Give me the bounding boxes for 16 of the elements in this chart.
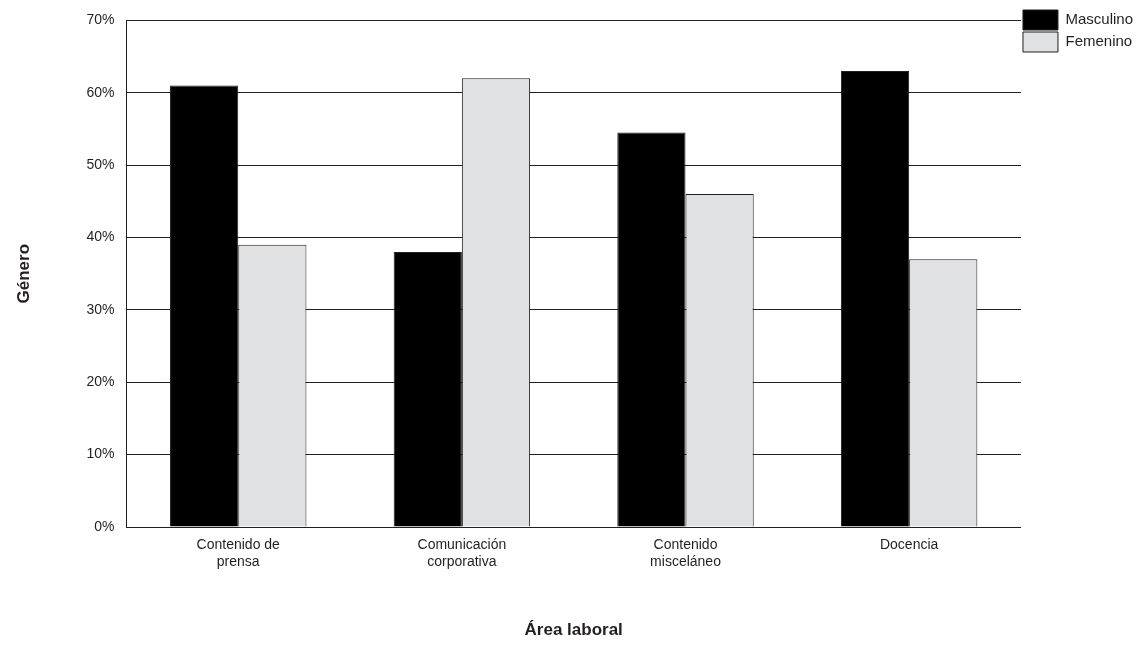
x-tick-label: Contenido de prensa: [196, 536, 281, 570]
x-tick-label: Contenido misceláneo: [650, 536, 722, 570]
y-tick-label: 60%: [86, 83, 115, 100]
y-tick-label: 0%: [94, 517, 115, 534]
x-tick-label: Docencia: [879, 536, 939, 553]
y-axis-title: Género: [13, 243, 33, 304]
x-axis-title: Área laboral: [524, 620, 623, 640]
legend-label: Masculino: [1065, 10, 1133, 28]
y-tick-label: 10%: [86, 445, 115, 462]
y-tick-label: 20%: [86, 373, 115, 390]
y-tick-label: 40%: [86, 228, 115, 245]
y-tick-label: 30%: [86, 300, 115, 317]
y-tick-label: 50%: [86, 156, 115, 172]
legend-label: Femenino: [1065, 32, 1133, 50]
y-tick-label: 70%: [86, 11, 115, 28]
x-tick-label: Comunicación corporativa: [417, 536, 507, 570]
